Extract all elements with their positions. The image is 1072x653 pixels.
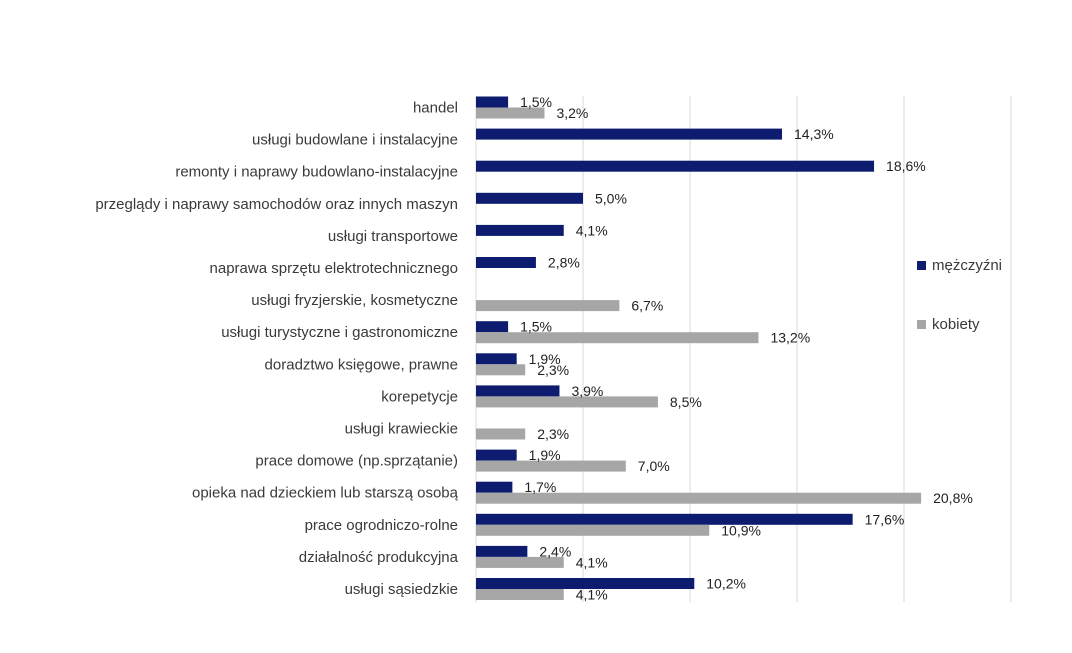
value-label: 13,2% <box>770 330 810 346</box>
value-label: 2,3% <box>537 362 569 378</box>
value-label: 2,4% <box>539 543 571 559</box>
category-label: prace domowe (np.sprzątanie) <box>255 453 458 470</box>
bar-women <box>476 589 564 600</box>
value-label: 2,8% <box>548 255 580 271</box>
value-label: 18,6% <box>886 158 926 174</box>
bars <box>476 96 922 600</box>
category-labels: handel usługi budowlane i instalacyjne rem… <box>95 100 458 599</box>
bar-men <box>476 224 564 236</box>
value-label: 3,9% <box>571 383 603 399</box>
value-label: 6,7% <box>631 298 663 314</box>
bar-women <box>476 524 710 536</box>
value-label: 8,5% <box>670 394 702 410</box>
value-label: 3,2% <box>556 105 588 121</box>
category-label: usługi transportowe <box>328 228 458 245</box>
legend-label: mężczyźni <box>932 257 1002 274</box>
bar-men <box>476 257 536 268</box>
category-label: usługi budowlane i instalacyjne <box>252 132 458 149</box>
category-label: handel <box>413 100 458 117</box>
bar-men <box>476 578 695 589</box>
bar-women <box>476 364 526 376</box>
bar-women <box>476 396 658 408</box>
bar-men <box>476 385 560 397</box>
bar-men <box>476 192 583 204</box>
bar-men <box>476 481 513 493</box>
category-label: korepetycje <box>381 388 458 405</box>
bar-women <box>476 492 922 504</box>
bar-women <box>476 556 564 568</box>
value-label: 1,9% <box>529 351 561 367</box>
value-label: 1,9% <box>529 447 561 463</box>
value-labels: 1,5%3,2%14,3%18,6%5,0%4,1%2,8%6,7%1,5%13… <box>520 94 973 603</box>
bar-women <box>476 460 626 472</box>
value-label: 4,1% <box>576 554 608 570</box>
value-label: 1,5% <box>520 319 552 335</box>
bar-men <box>476 353 517 365</box>
bar-men <box>476 321 509 333</box>
value-label: 2,3% <box>537 426 569 442</box>
bar-men <box>476 160 875 172</box>
bar-women <box>476 428 526 440</box>
value-label: 7,0% <box>638 458 670 474</box>
category-label: działalność produkcyjna <box>299 549 459 566</box>
value-label: 4,1% <box>576 222 608 238</box>
legend: mężczyźni kobiety <box>917 257 1002 333</box>
bar-women <box>476 332 759 344</box>
value-label: 4,1% <box>576 587 608 603</box>
value-label: 10,9% <box>721 522 761 538</box>
bar-men <box>476 449 517 461</box>
category-label: usługi fryzjerskie, kosmetyczne <box>251 292 458 309</box>
category-label: naprawa sprzętu elektrotechnicznego <box>210 260 458 277</box>
category-label: usługi turystyczne i gastronomiczne <box>221 324 458 341</box>
bar-women <box>476 107 545 119</box>
category-label: przeglądy i naprawy samochodów oraz inny… <box>95 196 458 213</box>
legend-swatch-women <box>917 320 926 329</box>
category-label: prace ogrodniczo-rolne <box>305 517 458 534</box>
bar-men <box>476 128 783 140</box>
category-label: usługi krawieckie <box>345 421 458 438</box>
bar-men <box>476 513 853 525</box>
value-label: 14,3% <box>794 126 834 142</box>
bar-men <box>476 96 509 108</box>
legend-label: kobiety <box>932 316 980 333</box>
bar-women <box>476 300 620 312</box>
category-label: remonty i naprawy budowlano-instalacyjne <box>175 164 458 181</box>
value-label: 20,8% <box>933 490 973 506</box>
category-label: opieka nad dzieckiem lub starszą osobą <box>192 485 459 502</box>
value-label: 1,5% <box>520 94 552 110</box>
category-label: usługi sąsiedzkie <box>345 581 458 598</box>
category-label: doradztwo księgowe, prawne <box>265 356 458 373</box>
value-label: 1,7% <box>524 479 556 495</box>
bar-men <box>476 545 528 557</box>
value-label: 10,2% <box>706 576 746 592</box>
legend-swatch-men <box>917 261 926 270</box>
value-label: 5,0% <box>595 190 627 206</box>
value-label: 17,6% <box>865 511 905 527</box>
